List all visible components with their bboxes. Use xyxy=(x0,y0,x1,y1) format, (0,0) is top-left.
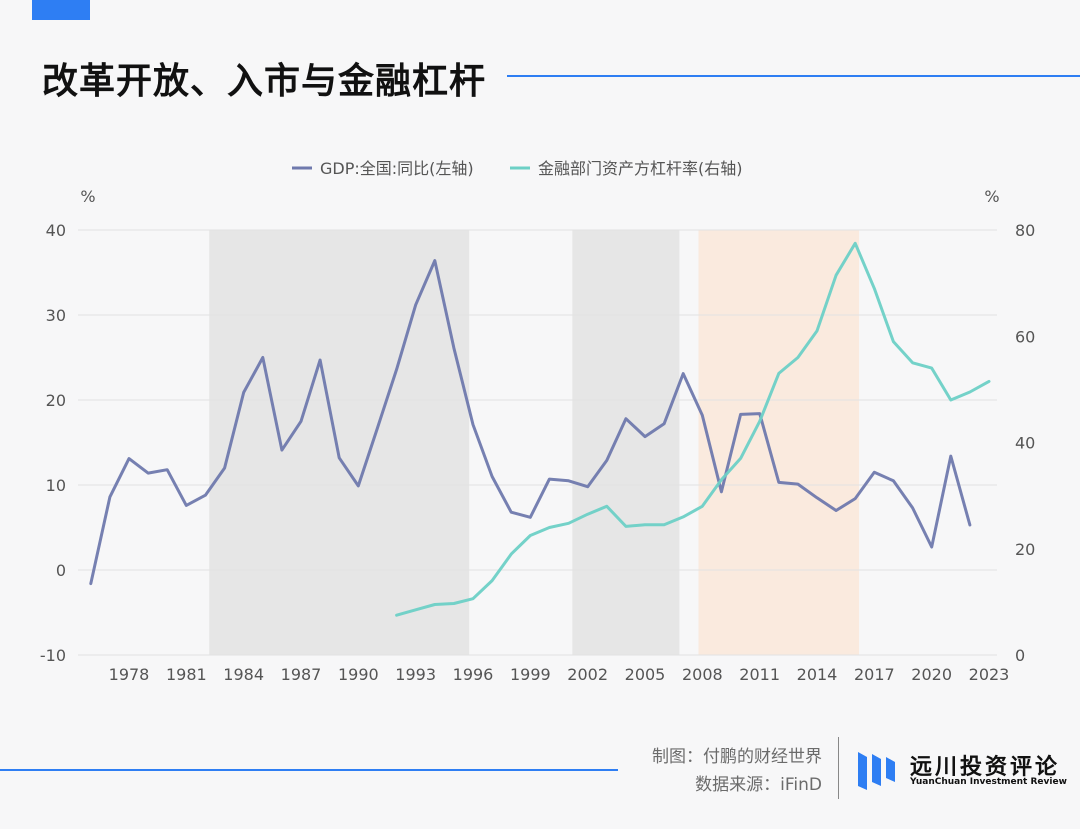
right-tick-label: 60 xyxy=(1015,327,1035,346)
left-axis-unit: % xyxy=(80,187,95,206)
left-tick-label: 0 xyxy=(56,561,66,580)
series-line-1 xyxy=(89,259,972,586)
shaded-period-2 xyxy=(572,230,680,655)
left-tick-label: -10 xyxy=(40,646,66,665)
top-accent-tab xyxy=(32,0,90,20)
shaded-periods xyxy=(209,230,860,655)
title-rule xyxy=(507,75,1080,77)
grid-lines xyxy=(78,229,997,656)
axis-labels: % % 40 30 20 10 0 -10 80 60 40 20 0 1978 1981 1984 1987 1… xyxy=(40,187,1036,684)
x-tick-label: 1984 xyxy=(223,665,264,684)
x-tick-label: 2008 xyxy=(682,665,723,684)
bottom-rule xyxy=(0,769,618,771)
x-tick-label: 1999 xyxy=(510,665,551,684)
x-tick-label: 2014 xyxy=(797,665,838,684)
logo-subtitle: YuanChuan Investment Review xyxy=(910,777,1067,787)
logo-name: 远川投资评论 xyxy=(910,755,1061,780)
left-tick-label: 10 xyxy=(46,476,66,495)
x-tick-label: 1996 xyxy=(453,665,494,684)
series-lines xyxy=(89,241,991,617)
x-tick-label: 1981 xyxy=(166,665,207,684)
x-tick-label: 1978 xyxy=(109,665,150,684)
right-tick-label: 40 xyxy=(1015,434,1035,453)
x-tick-label: 2020 xyxy=(911,665,952,684)
left-tick-label: 20 xyxy=(46,391,66,410)
line-chart: % % 40 30 20 10 0 -10 80 60 40 20 0 1978 1981 1984 1987 1… xyxy=(40,159,1036,684)
right-axis-unit: % xyxy=(984,187,999,206)
x-tick-label: 2005 xyxy=(625,665,666,684)
logo-icon xyxy=(858,752,895,790)
shaded-period-1 xyxy=(209,230,470,655)
right-tick-label: 20 xyxy=(1015,540,1035,559)
left-tick-label: 30 xyxy=(46,306,66,325)
footer-divider xyxy=(838,737,839,799)
legend: GDP:全国:同比(左轴) 金融部门资产方杠杆率(右轴) xyxy=(292,159,743,178)
x-tick-label: 2002 xyxy=(567,665,608,684)
legend-label-1: GDP:全国:同比(左轴) xyxy=(320,159,474,178)
x-tick-label: 2023 xyxy=(969,665,1010,684)
page-title: 改革开放、入市与金融杠杆 xyxy=(42,61,487,102)
right-tick-label: 80 xyxy=(1015,221,1035,240)
right-tick-label: 0 xyxy=(1015,646,1025,665)
x-tick-label: 2017 xyxy=(854,665,895,684)
data-source: 数据来源：iFinD xyxy=(695,775,822,795)
x-tick-label: 1987 xyxy=(281,665,322,684)
legend-label-2: 金融部门资产方杠杆率(右轴) xyxy=(538,159,743,178)
shaded-period-3 xyxy=(698,230,860,655)
series-line-2 xyxy=(395,241,991,617)
chart-credit: 制图：付鹏的财经世界 xyxy=(652,747,822,767)
left-tick-label: 40 xyxy=(46,221,66,240)
x-tick-label: 1990 xyxy=(338,665,379,684)
x-tick-label: 1993 xyxy=(395,665,436,684)
x-tick-label: 2011 xyxy=(739,665,780,684)
